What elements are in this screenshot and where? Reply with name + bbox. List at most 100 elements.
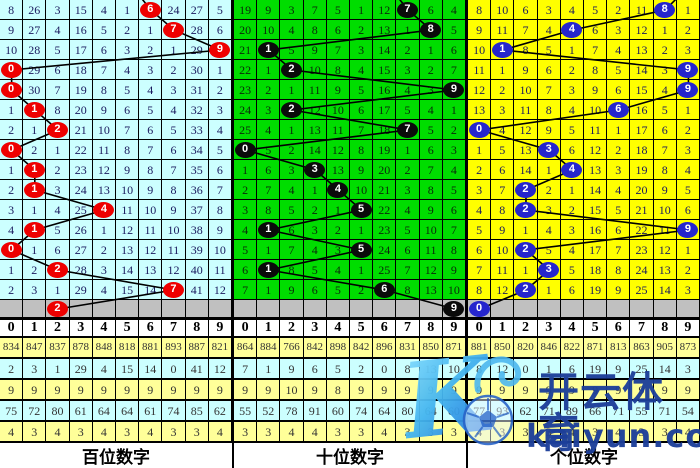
grid-cell: 10 (0, 40, 24, 60)
grid-cell: 9 (442, 80, 466, 100)
stat-cell: 842 (350, 338, 374, 359)
stat-cell: 9 (396, 380, 420, 401)
grid-cell: 7 (396, 260, 420, 280)
grid-cell: 2 (468, 160, 492, 180)
grid-cell: 8 (257, 200, 281, 220)
grid-cell: 8 (92, 80, 116, 100)
grid-cell: 8 (653, 160, 677, 180)
grid-cell: 1 (676, 0, 700, 20)
stat-cell: 3 (676, 359, 700, 380)
stat-row: 7 1 9 6 5 2 0 8 13 10 (234, 359, 466, 380)
digit-header-cell: 3 (69, 320, 93, 338)
grid-cell: 9 (676, 220, 700, 240)
grid-cell: 15 (373, 60, 397, 80)
grid-cell: 13 (92, 180, 116, 200)
drawn-ball: 9 (677, 81, 699, 98)
stat-cell: 9 (69, 380, 93, 401)
grid-cell: 20 (234, 20, 258, 40)
stat-cell: 61 (69, 401, 93, 422)
grid-cell: 7 (326, 40, 350, 60)
grid-cell: 4 (46, 200, 70, 220)
grid-cell: 11 (303, 80, 327, 100)
grid-cell: 1 (468, 140, 492, 160)
grid-cell: 1 (607, 120, 631, 140)
grid-cell: 3 (537, 200, 561, 220)
grid-cell: 1 (676, 240, 700, 260)
grid-cell: 9 (280, 280, 304, 300)
grid-cell: 40 (185, 260, 209, 280)
stat-cell: 9 (537, 380, 561, 401)
stat-cell: 3 (630, 422, 654, 443)
grid-cell: 1 (280, 80, 304, 100)
stat-cell: 884 (257, 338, 281, 359)
grid-cell: 8 (303, 20, 327, 40)
drawn-ball: 4 (327, 181, 349, 198)
grid-cell: 1 (23, 220, 47, 240)
grid-cell: 10 (653, 200, 677, 220)
drawn-ball: 7 (162, 21, 184, 38)
grid-cell: 1 (653, 20, 677, 40)
predict-cell (69, 300, 93, 318)
grid-cell: 2 (607, 140, 631, 160)
grid-cell: 5 (584, 0, 608, 20)
predict-cell (373, 300, 397, 318)
predict-cell (350, 300, 374, 318)
stat-cell: 813 (607, 338, 631, 359)
digit-header-cell: 4 (560, 320, 584, 338)
stat-cell: 3 (23, 422, 47, 443)
grid-cell: 4 (350, 60, 374, 80)
grid-cell: 13 (139, 260, 163, 280)
grid-cell: 15 (584, 200, 608, 220)
drawn-ball: 9 (209, 41, 231, 58)
grid-cell: 3 (676, 140, 700, 160)
digit-header-cell: 4 (92, 320, 116, 338)
drawn-ball: 1 (257, 221, 279, 238)
grid-cell: 9 (0, 20, 24, 40)
stat-cell: 6 (303, 359, 327, 380)
grid-cell: 7 (537, 80, 561, 100)
digit-header-cell: 7 (630, 320, 654, 338)
stat-cell: 89 (560, 401, 584, 422)
grid-cell: 16 (373, 80, 397, 100)
predict-cell (560, 300, 584, 318)
grid-cell: 1 (303, 180, 327, 200)
grid-cell: 8 (46, 100, 70, 120)
stat-cell: 60 (326, 401, 350, 422)
grid-cell: 5 (468, 220, 492, 240)
grid-cell: 1 (537, 160, 561, 180)
grid-cell: 12 (303, 100, 327, 120)
grid-cell: 18 (584, 260, 608, 280)
stat-cell: 887 (185, 338, 209, 359)
grid-cell: 5 (208, 140, 232, 160)
grid-cell: 6 (514, 0, 538, 20)
stat-cell: 9 (92, 380, 116, 401)
grid-cell: 9 (116, 160, 140, 180)
grid-cell: 0 (0, 60, 24, 80)
grid-cell: 3 (468, 180, 492, 200)
stat-cell: 3 (584, 422, 608, 443)
grid-cell: 9 (537, 120, 561, 140)
drawn-ball: 1 (23, 181, 45, 198)
drawn-ball: 4 (561, 21, 583, 38)
digit-header-cell: 0 (468, 320, 492, 338)
predict-cell (139, 300, 163, 318)
grid-cell: 1 (0, 260, 24, 280)
drawn-ball: 0 (468, 300, 490, 317)
drawn-ball: 0 (234, 141, 256, 158)
grid-cell: 2 (92, 240, 116, 260)
grid-cell: 6 (326, 20, 350, 40)
grid-cell: 10 (584, 100, 608, 120)
stat-cell: 75 (0, 401, 24, 422)
stat-cell: 848 (92, 338, 116, 359)
grid-cell: 8 (396, 280, 420, 300)
grid-cell: 2 (514, 200, 538, 220)
grid-cell: 23 (69, 160, 93, 180)
grid-cell: 9 (303, 40, 327, 60)
grid-cell: 4 (491, 120, 515, 140)
grid-cell: 2 (280, 100, 304, 120)
predict-cell (23, 300, 47, 318)
grid-cell: 2 (653, 40, 677, 60)
grid-cell: 3 (607, 20, 631, 40)
stat-cell: 9 (0, 380, 24, 401)
